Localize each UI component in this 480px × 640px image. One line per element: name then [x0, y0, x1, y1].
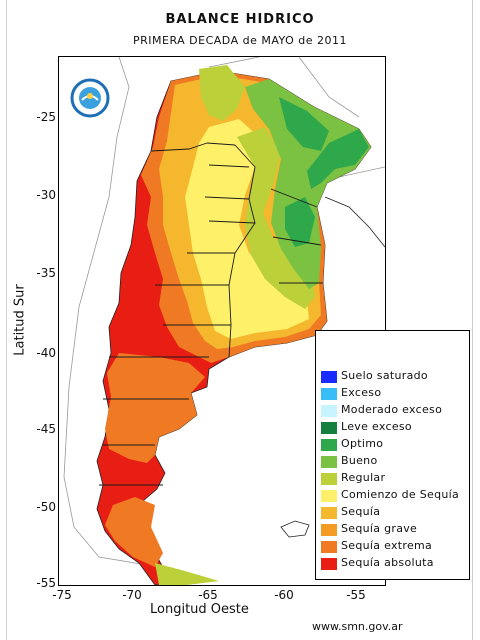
- legend-label: Sequía absoluta: [341, 556, 434, 569]
- legend-label: Sequía: [341, 505, 381, 518]
- legend-swatch: [321, 388, 337, 400]
- x-tick-label: -70: [122, 588, 142, 602]
- legend-swatch: [321, 507, 337, 519]
- legend-item: Sequía grave: [321, 522, 469, 538]
- neighbor-border-line: [208, 57, 385, 178]
- legend-item: Optimo: [321, 437, 469, 453]
- optimo-region-east: [307, 129, 369, 189]
- legend-label: Sequía grave: [341, 522, 418, 535]
- tierra-del-fuego-region: [155, 563, 219, 585]
- legend-swatch: [321, 490, 337, 502]
- legend-label: Bueno: [341, 454, 378, 467]
- frame-line-right: [472, 0, 473, 640]
- x-tick-label: -75: [52, 588, 72, 602]
- y-tick-label: -40: [36, 346, 56, 360]
- legend-label: Regular: [341, 471, 386, 484]
- patagonia-extreme-region: [105, 353, 205, 463]
- x-tick-label: -55: [346, 588, 366, 602]
- y-tick-label: -50: [36, 500, 56, 514]
- legend-label: Suelo saturado: [341, 369, 428, 382]
- legend-swatch: [321, 558, 337, 570]
- legend-swatch: [321, 405, 337, 417]
- argentina-water-balance-map: [63, 57, 385, 585]
- legend-item: Moderado exceso: [321, 403, 469, 419]
- y-tick-label: -55: [36, 576, 56, 590]
- optimo-region-north: [279, 97, 329, 151]
- uruguay-coastline: [324, 196, 385, 248]
- legend-item: Sequía extrema: [321, 539, 469, 555]
- legend-swatch: [321, 439, 337, 451]
- map-plot-area: [58, 56, 386, 586]
- legend-item: Sequía absoluta: [321, 556, 469, 572]
- chile-border-line: [63, 57, 160, 568]
- y-tick-label: -45: [36, 422, 56, 436]
- legend-item: Bueno: [321, 454, 469, 470]
- legend-box: Suelo saturado Exceso Moderado exceso Le…: [315, 330, 470, 580]
- south-extreme-region: [105, 497, 163, 567]
- legend-item: Exceso: [321, 386, 469, 402]
- legend-swatch: [321, 541, 337, 553]
- legend-swatch: [321, 473, 337, 485]
- legend-item: Leve exceso: [321, 420, 469, 436]
- legend-item: Suelo saturado: [321, 369, 469, 385]
- source-url: www.smn.gov.ar: [312, 620, 403, 633]
- legend-label: Leve exceso: [341, 420, 412, 433]
- legend-item: Sequía: [321, 505, 469, 521]
- y-tick-label: -25: [36, 110, 56, 124]
- regular-region-north: [199, 65, 245, 121]
- y-tick-label: -35: [36, 266, 56, 280]
- legend-label: Exceso: [341, 386, 382, 399]
- frame-line-left: [6, 0, 7, 640]
- legend-swatch: [321, 422, 337, 434]
- smn-logo-icon: [70, 78, 110, 118]
- legend-label: Optimo: [341, 437, 384, 450]
- x-axis-label: Longitud Oeste: [150, 602, 249, 617]
- legend-item: Regular: [321, 471, 469, 487]
- legend-label: Moderado exceso: [341, 403, 443, 416]
- malvinas-islands: [280, 520, 310, 538]
- legend-item: Comienzo de Sequía: [321, 488, 469, 504]
- legend-label: Comienzo de Sequía: [341, 488, 460, 501]
- x-tick-label: -65: [198, 588, 218, 602]
- province-boundary-lines: [99, 142, 323, 486]
- y-tick-label: -30: [36, 188, 56, 202]
- legend-swatch: [321, 524, 337, 536]
- map-subtitle: PRIMERA DECADA de MAYO de 2011: [132, 34, 348, 47]
- x-tick-label: -60: [274, 588, 294, 602]
- optimo-region-central: [285, 197, 315, 247]
- map-title: BALANCE HIDRICO: [165, 12, 315, 27]
- legend-swatch: [321, 456, 337, 468]
- good-region: [245, 79, 371, 289]
- legend-label: Sequía extrema: [341, 539, 433, 552]
- legend-swatch: [321, 371, 337, 383]
